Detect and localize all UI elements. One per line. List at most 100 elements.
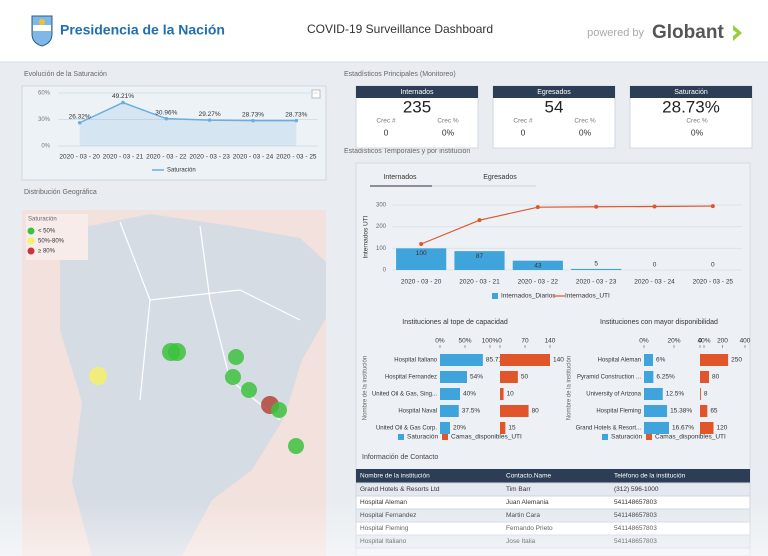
tab[interactable]: Egresados <box>483 174 517 181</box>
value-label: 30.96% <box>155 109 177 116</box>
point <box>535 205 540 210</box>
legend-swatch <box>646 434 652 440</box>
bar <box>700 388 701 400</box>
bar <box>440 422 450 434</box>
bar <box>644 388 663 400</box>
line <box>420 205 713 245</box>
value-label: 0 <box>711 262 715 269</box>
bar <box>644 371 654 383</box>
bar <box>644 422 670 434</box>
powered-by: powered by <box>587 27 644 39</box>
kpi-growth-label: Crec % <box>686 118 708 125</box>
y-tick-label: 300 <box>376 203 387 209</box>
value-label: 20% <box>453 425 466 432</box>
y-tick-label: 100 <box>376 246 387 252</box>
value-label: 5 <box>594 261 598 268</box>
bar <box>440 354 483 366</box>
table-header-bar <box>356 469 750 483</box>
x-tick-label: 20% <box>667 338 680 345</box>
x-tick-label: 2020 - 03 - 25 <box>276 154 317 161</box>
value-label: 80 <box>712 374 720 381</box>
kpi-value: 235 <box>403 97 431 116</box>
map-legend-label: 50%-80% <box>38 239 65 245</box>
point <box>419 242 424 246</box>
y-tick-label: 0% <box>41 144 50 150</box>
value-label: 37.5% <box>462 408 481 415</box>
point <box>164 116 169 121</box>
bar <box>500 388 504 400</box>
x-tick-label: 2020 - 03 - 20 <box>59 154 100 161</box>
x-tick-label: 400 <box>740 338 751 345</box>
bar <box>500 354 550 366</box>
bar <box>500 371 518 383</box>
kpi-growth-label: Crec # <box>513 118 533 125</box>
x-tick-label: 0 <box>498 338 502 345</box>
x-tick-label: 0% <box>435 338 445 345</box>
kpi-growth-value: 0% <box>579 127 592 137</box>
category-label: United Oil & Gas, Sing... <box>372 392 437 398</box>
brand-arrow <box>733 25 742 41</box>
bar <box>700 371 709 383</box>
x-tick-label: 2020 - 03 - 25 <box>693 279 734 286</box>
value-label: 80 <box>532 408 540 415</box>
bar <box>396 248 447 270</box>
kpi-title: Saturación <box>674 89 708 96</box>
x-tick-label: 0% <box>639 338 649 345</box>
tab[interactable]: Internados <box>383 174 417 181</box>
table-header: Contacto.Name <box>506 473 552 480</box>
kpi-header <box>493 86 615 98</box>
bar <box>500 405 529 417</box>
section-title: Estadísticos Principales (Monitoreo) <box>344 71 456 78</box>
value-label: 6.25% <box>656 374 675 381</box>
value-label: 26.32% <box>69 113 91 120</box>
point <box>294 118 299 123</box>
bar <box>440 371 467 383</box>
value-label: 12.5% <box>666 391 685 398</box>
kpi-value: 28.73% <box>662 97 720 116</box>
kpi-title: Internados <box>400 89 434 96</box>
value-label: 16.67% <box>672 425 694 432</box>
value-label: 50 <box>521 374 529 381</box>
value-label: 28.73% <box>242 111 264 118</box>
value-label: 0 <box>653 262 657 269</box>
section-title: Distribución Geográfica <box>24 189 97 196</box>
x-tick-label: 200 <box>717 338 728 345</box>
brand: Globant <box>652 22 724 43</box>
y-axis-label: Internados UTI <box>363 215 370 258</box>
legend-label: Saturación <box>407 434 438 441</box>
legend-swatch <box>442 434 448 440</box>
org-name: Presidencia de la Nación <box>60 22 225 38</box>
menu-button[interactable] <box>311 89 321 99</box>
category-label: Hospital Naval <box>398 409 437 415</box>
map-legend-label: < 50% <box>38 229 56 235</box>
kpi-growth-value: 0 <box>384 127 389 137</box>
legend-swatch <box>602 434 608 440</box>
bar <box>644 405 668 417</box>
legend-swatch <box>27 237 35 245</box>
x-tick-label: 2020 - 03 - 24 <box>634 279 675 286</box>
x-tick-label: 0 <box>698 338 702 345</box>
kpi-growth-label: Crec % <box>574 118 596 125</box>
category-label: University of Arizona <box>586 392 641 398</box>
x-tick-label: 2020 - 03 - 22 <box>518 279 559 286</box>
section-title: Información de Contacto <box>362 454 438 461</box>
kpi-header <box>356 86 478 98</box>
value-label: 250 <box>731 357 742 364</box>
legend-label: Saturación <box>611 434 642 441</box>
kpi-growth-value: 0% <box>691 127 704 137</box>
x-tick-label: 2020 - 03 - 23 <box>576 279 617 286</box>
area <box>79 102 297 146</box>
kpi-growth-label: Crec # <box>376 118 396 125</box>
bar <box>440 388 460 400</box>
bar <box>700 422 714 434</box>
x-tick-label: 2020 - 03 - 23 <box>189 154 230 161</box>
value-label: 140 <box>553 357 564 364</box>
kpi-title: Egresados <box>537 89 571 96</box>
point <box>594 204 599 209</box>
dashboard-title: COVID-19 Surveillance Dashboard <box>307 22 493 36</box>
legend-swatch <box>398 434 404 440</box>
chart-title: Instituciones al tope de capacidad <box>402 319 508 326</box>
legend-label: Internados_Diarios <box>501 293 556 300</box>
